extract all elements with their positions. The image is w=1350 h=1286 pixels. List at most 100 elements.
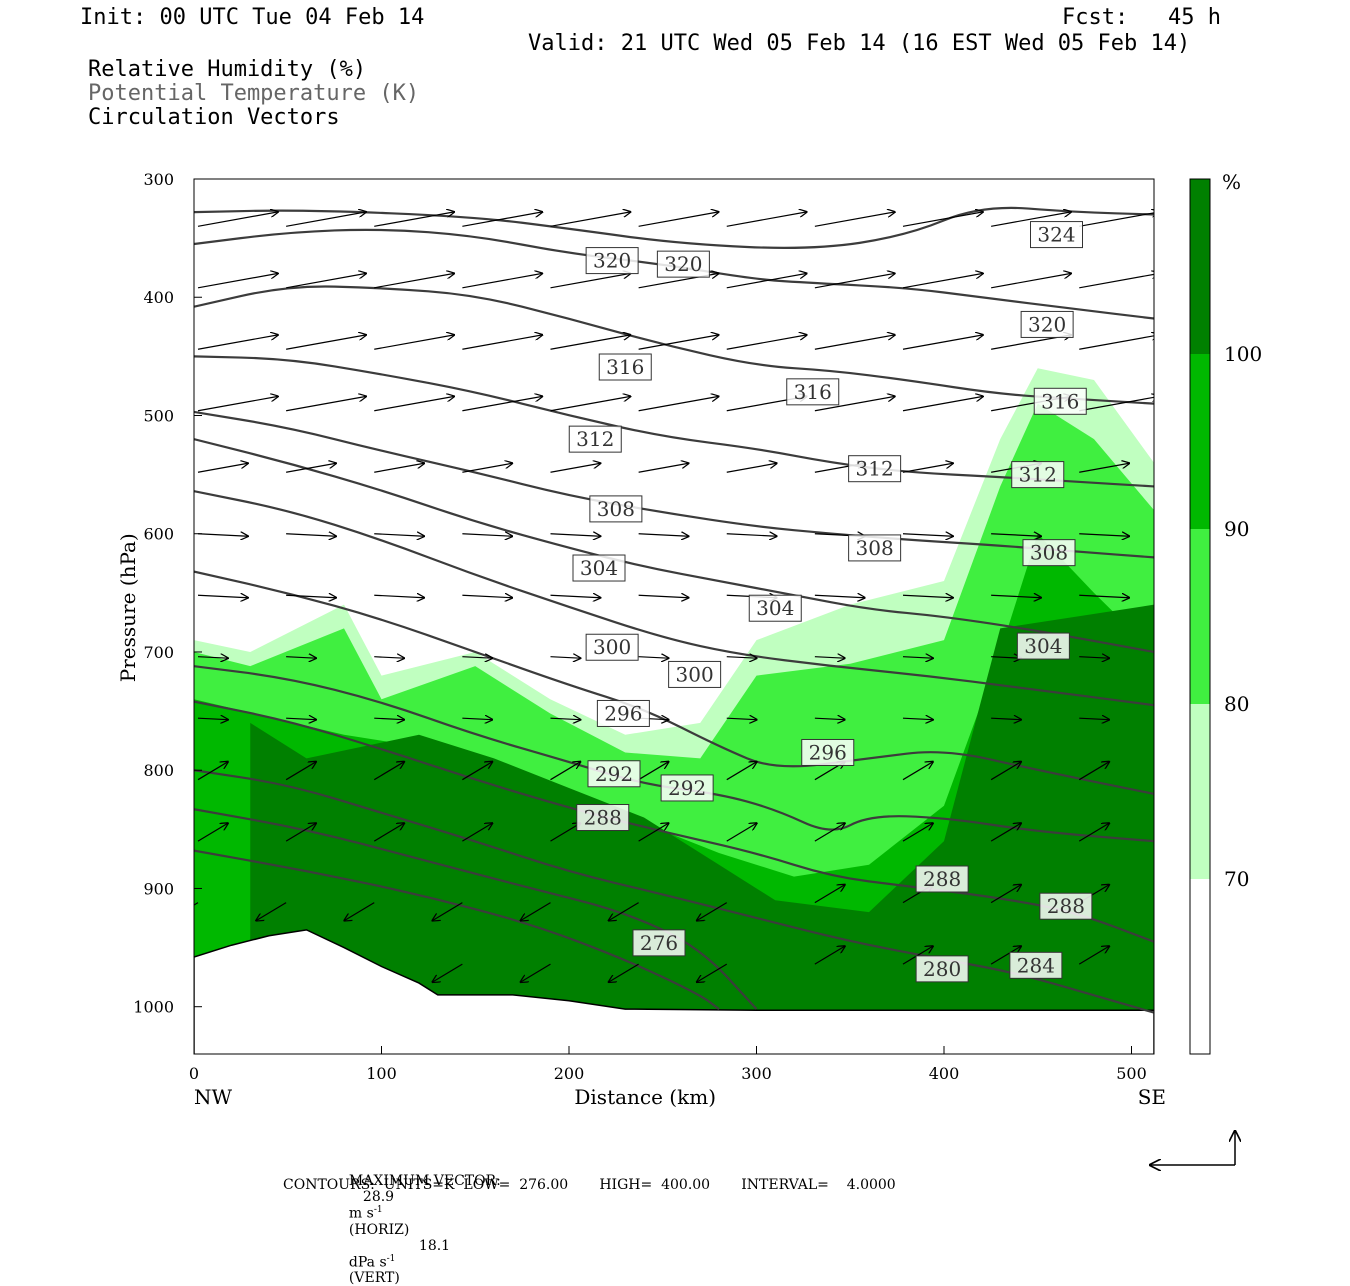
circulation-vector <box>286 534 336 537</box>
y-tick-label: 1000 <box>133 998 174 1017</box>
contour-label: 280 <box>923 957 961 981</box>
contour-label-box <box>1030 221 1083 249</box>
circulation-vector <box>550 762 581 781</box>
max-vector-horiz-tag: (HORIZ) <box>348 1221 410 1238</box>
circulation-vector <box>609 963 639 982</box>
circulation-vector <box>462 335 542 350</box>
circulation-vector <box>374 657 404 659</box>
contour-label: 288 <box>923 867 961 891</box>
contour-label: 316 <box>606 355 644 379</box>
circulation-vector <box>374 595 424 598</box>
circulation-vector <box>550 657 581 659</box>
colorbar-unit: % <box>1222 170 1241 194</box>
circulation-vector <box>638 595 689 598</box>
circulation-vector <box>197 823 228 842</box>
terrain <box>194 929 1154 1054</box>
y-tick-label: 600 <box>143 525 174 544</box>
circulation-vector <box>462 657 492 659</box>
circulation-vector <box>902 823 933 842</box>
cross-section-chart: 324 320 320 320 316 316 316 312 312 312 308 308 308 3… <box>116 170 1262 1109</box>
circulation-vector <box>550 534 601 537</box>
circulation-vector <box>697 963 728 982</box>
colorbar-level: 70 <box>1224 867 1249 891</box>
contour-label: 316 <box>794 380 832 404</box>
circulation-vector <box>462 212 542 227</box>
y-tick-label: 900 <box>143 879 174 898</box>
circulation-vector <box>462 762 492 781</box>
circulation-vector <box>1078 946 1109 965</box>
circulation-vector <box>197 273 278 289</box>
contour-label-box <box>1009 951 1063 979</box>
contour-label: 276 <box>640 931 678 955</box>
circulation-vector <box>814 718 845 720</box>
circulation-vector <box>814 595 865 598</box>
circulation-vector <box>814 946 845 965</box>
circulation-vector <box>432 963 463 982</box>
x-tick-label: 200 <box>554 1064 585 1083</box>
contour-label: 292 <box>668 776 706 800</box>
circulation-vector <box>814 396 895 412</box>
max-vector-vert-exp: -1 <box>386 1253 396 1264</box>
circulation-vector <box>432 902 463 921</box>
circulation-vector <box>197 718 228 720</box>
circulation-vector <box>374 718 404 720</box>
isentrope-324 <box>194 206 1154 249</box>
max-vector-label: MAXIMUM VECTOR: <box>348 1173 501 1189</box>
x-tick-label: 300 <box>741 1064 772 1083</box>
contours-info: CONTOURS: UNITS=K LOW= 276.00 HIGH= 400.… <box>283 1177 896 1193</box>
y-tick-label: 500 <box>143 406 174 425</box>
contour-label-box <box>572 554 626 582</box>
circulation-vector <box>344 902 375 921</box>
circulation-vector <box>902 273 983 289</box>
isentrope-312 <box>194 355 1154 488</box>
valid-time: Valid: 21 UTC Wed 05 Feb 14 (16 EST Wed … <box>528 31 1191 56</box>
contour-label: 308 <box>856 536 894 560</box>
circulation-vector <box>991 657 1021 659</box>
contour-label: 320 <box>1028 312 1066 336</box>
isentrope-308 <box>194 410 1154 559</box>
circulation-vector <box>902 463 953 473</box>
circulation-vector <box>697 902 728 921</box>
circulation-vector <box>1079 657 1109 659</box>
legend-vectors: Circulation Vectors <box>88 105 340 130</box>
circulation-vector <box>902 657 933 659</box>
contour-label: 312 <box>576 427 614 451</box>
forecast-hour: Fcst: 45 h <box>1062 5 1221 30</box>
circulation-vector <box>902 212 983 227</box>
circulation-vector <box>1079 463 1129 473</box>
contour-label-box <box>589 495 643 523</box>
endpoint-left: NW <box>194 1085 233 1109</box>
circulation-vector <box>814 885 845 904</box>
y-tick-label: 800 <box>143 761 174 780</box>
circulation-vector <box>462 595 512 598</box>
circulation-vector <box>726 823 757 842</box>
circulation-vector <box>286 396 366 412</box>
circulation-vector <box>726 212 807 227</box>
circulation-vector <box>814 273 895 289</box>
max-vector-vert-value: 18.1 <box>418 1237 451 1254</box>
init-time: Init: 00 UTC Tue 04 Feb 14 <box>80 5 425 30</box>
contour-label: 292 <box>595 762 633 786</box>
circulation-vector <box>990 823 1021 842</box>
circulation-vector <box>197 534 248 537</box>
circulation-vector <box>814 823 845 842</box>
contour-label: 284 <box>1017 953 1055 977</box>
circulation-vector <box>256 902 287 921</box>
colorbar-level: 100 <box>1224 342 1262 366</box>
isentrope-284 <box>194 769 1154 1014</box>
isentrope-288 <box>194 700 1154 943</box>
contour-label: 288 <box>584 806 622 830</box>
circulation-vector <box>638 212 719 227</box>
max-vector-vert-tag: (VERT) <box>348 1270 400 1286</box>
circulation-vector <box>1079 335 1154 350</box>
circulation-vector <box>521 963 551 982</box>
circulation-vector <box>286 335 366 350</box>
plot-frame <box>193 178 1155 1055</box>
circulation-vector <box>1079 595 1129 598</box>
contour-label: 296 <box>809 740 847 764</box>
y-tick-label: 400 <box>143 288 174 307</box>
contour-label-box <box>1039 892 1093 920</box>
contour-label-box <box>656 250 710 278</box>
isentrope-276 <box>194 849 720 1010</box>
x-tick-label: 100 <box>366 1064 397 1083</box>
